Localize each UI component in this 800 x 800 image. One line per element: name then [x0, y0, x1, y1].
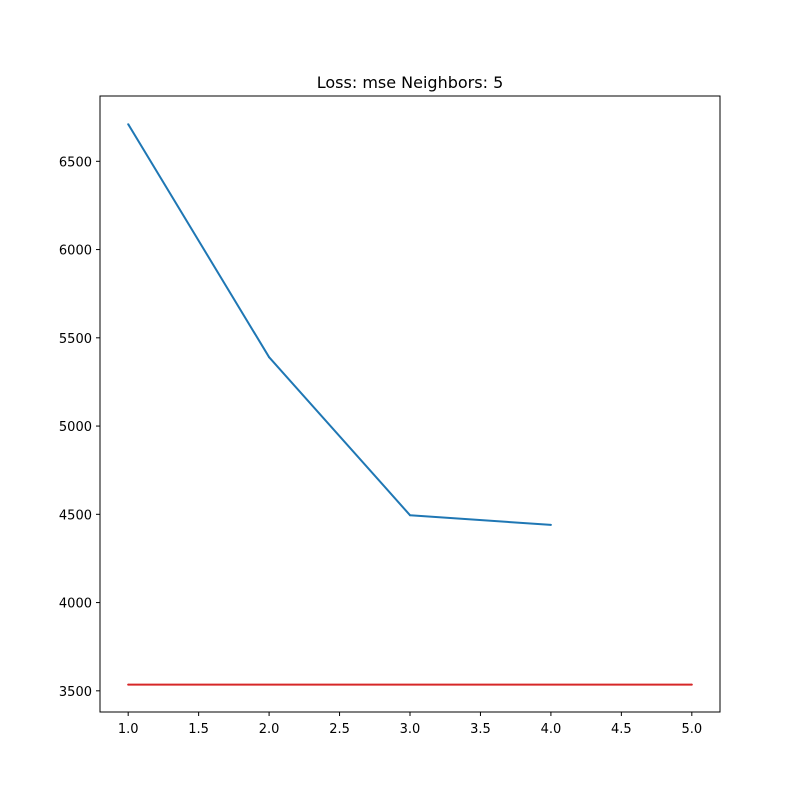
series-2-point [690, 683, 693, 686]
x-tick-label: 1.0 [118, 722, 139, 737]
x-tick-label: 1.5 [188, 722, 209, 737]
x-axis: 1.0 1.5 2.0 2.5 3.0 3.5 4.0 4.5 5.0 [118, 712, 702, 737]
y-tick-label: 5500 [59, 332, 92, 347]
series-layer [127, 123, 693, 686]
y-tick-label: 3500 [59, 685, 92, 700]
x-tick-label: 3.0 [400, 722, 421, 737]
y-tick-label: 6000 [59, 244, 92, 259]
x-tick-label: 4.0 [541, 722, 562, 737]
series-1-point [268, 356, 271, 359]
chart-title: Loss: mse Neighbors: 5 [317, 73, 504, 92]
y-axis: 3500 4000 4500 5000 5500 6000 6500 [59, 155, 100, 700]
y-tick-label: 4500 [59, 508, 92, 523]
x-tick-label: 4.5 [611, 722, 632, 737]
x-tick-label: 2.0 [259, 722, 280, 737]
series-line-1 [127, 123, 551, 526]
x-tick-label: 5.0 [681, 722, 702, 737]
y-tick-label: 6500 [59, 155, 92, 170]
y-tick-label: 4000 [59, 597, 92, 612]
y-tick-label: 5000 [59, 420, 92, 435]
series-1-point [127, 123, 130, 126]
series-1-point [409, 514, 411, 517]
series-1-point [549, 523, 552, 526]
x-tick-label: 2.5 [329, 722, 350, 737]
x-tick-label: 3.5 [470, 722, 491, 737]
series-2-point [127, 683, 130, 686]
